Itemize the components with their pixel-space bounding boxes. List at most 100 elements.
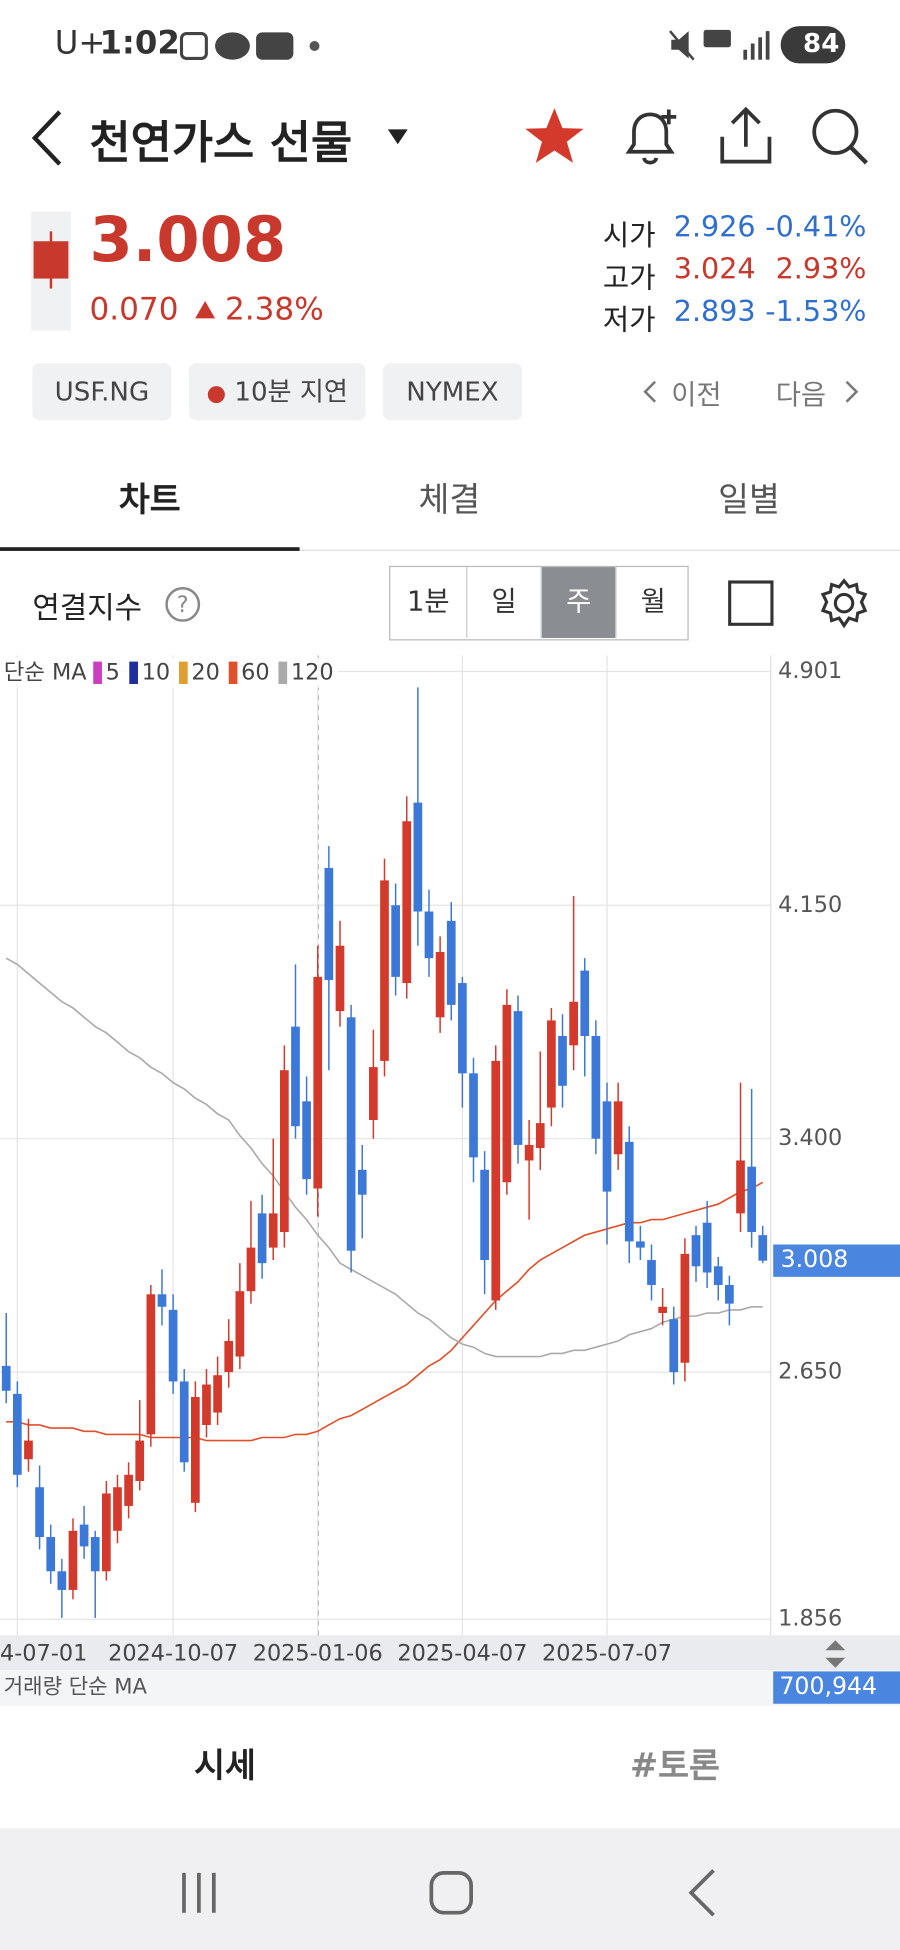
x-tick-label: 2025-04-07	[397, 1641, 527, 1667]
help-icon[interactable]: ?	[163, 585, 203, 625]
fullscreen-icon[interactable]	[727, 580, 774, 627]
candle-body	[280, 1070, 289, 1233]
tab[interactable]: 일별	[718, 481, 780, 520]
delay-dot: ●	[206, 380, 227, 407]
period-option[interactable]: 주	[540, 567, 616, 638]
legend-title: 단순 MA	[4, 659, 88, 685]
next-arrow[interactable]	[843, 379, 860, 404]
candle-body	[124, 1474, 133, 1506]
candle-body	[313, 976, 323, 1189]
ma-line	[6, 1181, 764, 1442]
settings-icon[interactable]	[818, 577, 870, 629]
candle-body	[758, 1235, 768, 1261]
period-option[interactable]: 월	[615, 567, 690, 638]
period-option[interactable]: 일	[466, 567, 541, 638]
title-dropdown[interactable]	[385, 127, 410, 147]
y-tick-label: 2.650	[778, 1359, 842, 1385]
candle-body	[101, 1493, 111, 1572]
volume-legend: 거래량 단순 MA	[4, 1674, 148, 1699]
prev-arrow[interactable]	[641, 379, 658, 404]
legend-swatch	[179, 661, 188, 684]
legend-swatch	[129, 661, 138, 684]
candle-body	[624, 1141, 634, 1242]
candle-body	[424, 911, 434, 959]
candle-body	[736, 1160, 745, 1214]
candle-body	[157, 1294, 167, 1307]
legend-label: 10	[142, 659, 170, 685]
candle-body	[558, 1035, 567, 1086]
candle-body	[257, 1213, 267, 1264]
x-tick-label: 2024-10-07	[108, 1641, 238, 1667]
share-button[interactable]	[716, 104, 776, 169]
candle-body	[135, 1440, 145, 1482]
candle-body	[491, 1060, 501, 1301]
candle-body	[702, 1222, 712, 1273]
back-button[interactable]	[25, 107, 70, 169]
candle-body	[179, 1381, 189, 1463]
candle-body	[602, 1101, 612, 1192]
candle-body	[324, 867, 334, 980]
y-tick-label: 3.400	[778, 1125, 842, 1151]
favorite-star[interactable]	[522, 104, 587, 169]
instrument-title[interactable]: 천연가스 선물	[89, 118, 353, 170]
candle-body	[224, 1340, 234, 1373]
price-change-pct: 2.38%	[225, 291, 324, 328]
legend-label: 60	[241, 659, 269, 685]
candle-body	[57, 1571, 67, 1590]
status-time: 1:02	[99, 24, 180, 63]
x-tick-label: 2025-01-06	[253, 1641, 383, 1667]
candle-body	[713, 1266, 723, 1285]
candle-body	[380, 880, 389, 1061]
symbol-chip: USF.NG	[32, 363, 172, 421]
stat-pct: -0.41%	[765, 211, 867, 244]
discussion-tab[interactable]: #토론	[630, 1747, 720, 1786]
candle-body	[335, 945, 345, 1012]
candle-body	[369, 1067, 378, 1121]
alert-bell[interactable]	[619, 104, 681, 169]
period-option[interactable]: 1분	[406, 586, 450, 619]
stat-label: 시가	[602, 220, 656, 253]
tab[interactable]: 차트	[118, 481, 181, 520]
candle-body	[79, 1524, 89, 1547]
candle-body	[480, 1169, 489, 1261]
candle-body	[90, 1537, 100, 1572]
candle-body	[747, 1166, 756, 1233]
resize-handle[interactable]	[825, 1640, 846, 1668]
prev-button[interactable]: 이전	[671, 380, 722, 412]
tab[interactable]: 체결	[418, 481, 481, 520]
bottom-tabs	[0, 1706, 900, 1829]
svg-text:?: ?	[177, 592, 189, 618]
next-button[interactable]: 다음	[775, 380, 827, 412]
search-button[interactable]	[808, 104, 873, 169]
status-icons	[179, 32, 320, 61]
candle-body	[202, 1384, 211, 1425]
y-tick-label: 1.856	[778, 1606, 842, 1632]
candle-body	[446, 920, 456, 1005]
candle-body	[535, 1123, 545, 1149]
candle-body	[191, 1396, 200, 1503]
quote-tab[interactable]: 시세	[194, 1747, 256, 1786]
candle-body	[613, 1101, 623, 1155]
nav-bar	[0, 1828, 900, 1950]
candle-body	[513, 1011, 523, 1145]
stat-pct: 2.93%	[775, 253, 867, 287]
candle-body	[302, 1101, 311, 1180]
stat-label: 고가	[602, 262, 656, 295]
candle-body	[469, 1073, 478, 1158]
candle-body	[213, 1375, 222, 1413]
delay-text: 10분 지연	[234, 376, 348, 407]
volume-last-label: 700,944	[779, 1672, 877, 1700]
nav-icons[interactable]	[174, 1865, 733, 1920]
candle-body	[146, 1294, 156, 1435]
legend-swatch	[278, 661, 288, 684]
last-price-box	[773, 1244, 900, 1277]
battery-level: 84	[803, 28, 840, 59]
status-carrier: U+	[54, 24, 106, 63]
volume-band	[0, 1670, 900, 1707]
candle-body	[725, 1284, 734, 1304]
candle-body	[524, 1144, 534, 1161]
candle-body	[547, 1020, 556, 1108]
candle-body	[246, 1247, 256, 1292]
